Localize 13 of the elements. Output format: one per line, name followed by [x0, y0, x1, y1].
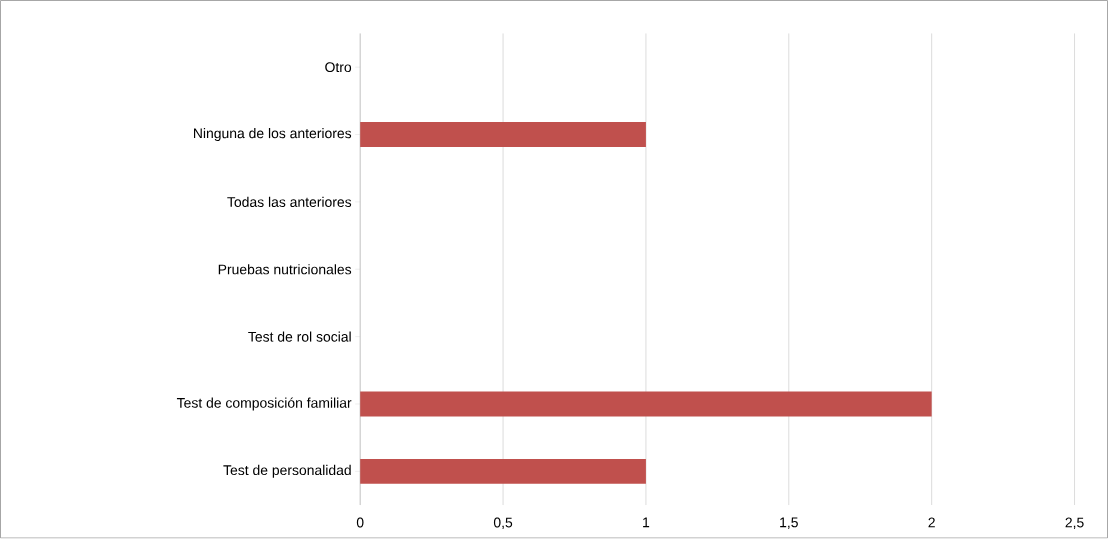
- y-tick-label: Test de rol social: [248, 331, 351, 342]
- x-tick-label: 1: [643, 517, 650, 528]
- y-tick-label: Todas las anteriores: [227, 197, 352, 208]
- x-tick-label: 0: [356, 517, 364, 528]
- y-tick-label: Test de composición familiar: [176, 397, 352, 411]
- x-tick-label: 2: [928, 517, 935, 528]
- y-tick-label: Otro: [325, 62, 352, 73]
- x-tick-label: 0,5: [493, 517, 513, 530]
- y-tick-label: Ninguna de los anteriores: [194, 128, 352, 142]
- y-tick-label: Pruebas nutricionales: [218, 264, 352, 275]
- y-tick-label: Test de personalidad: [223, 465, 351, 479]
- x-tick-label: 2,5: [1065, 517, 1084, 530]
- x-tick-label: 1,5: [780, 517, 798, 530]
